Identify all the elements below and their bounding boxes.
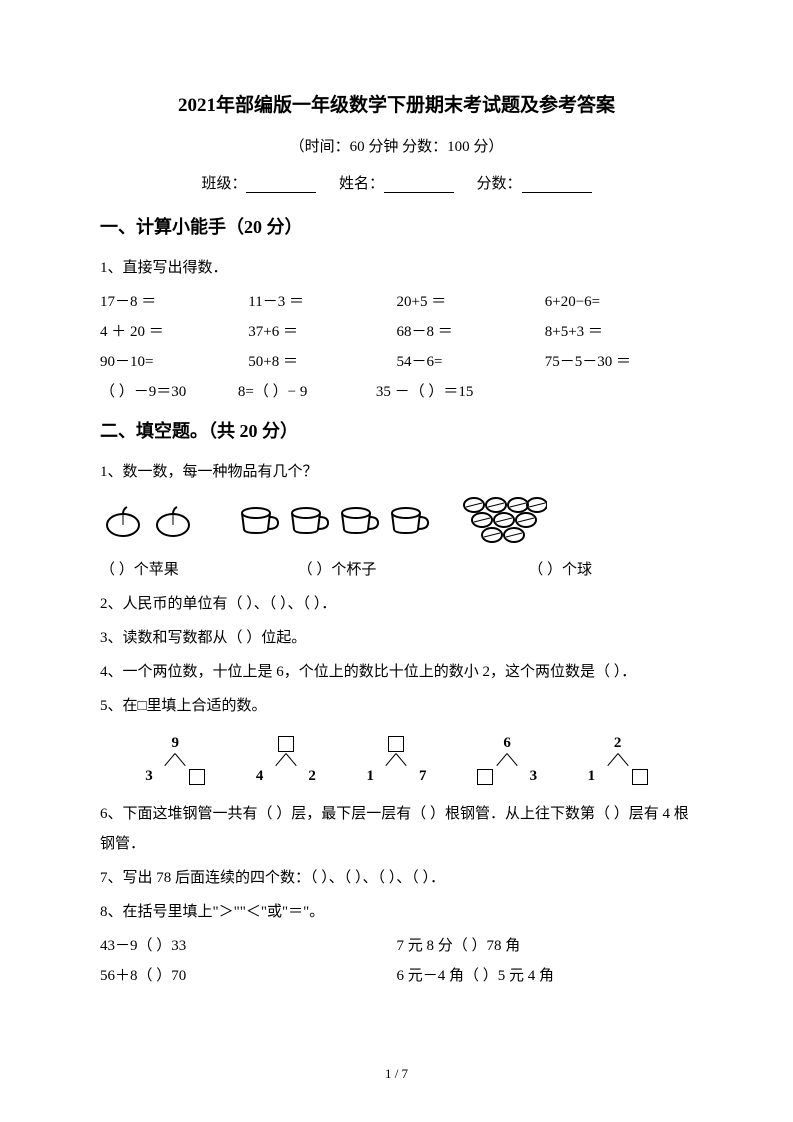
tree-diagrams: 9 3 4 2 1 7 6 3 2 1 [100,735,693,785]
s2-q8: 8、在括号里填上"＞""＜"或"＝"。 [100,897,693,927]
tree-left: 1 [588,768,596,785]
tree-top [278,735,294,752]
apple-icon [103,503,143,538]
s2-q7: 7、写出 78 后面连续的四个数：（ ）、（ ）、（ ）、（ ）． [100,863,693,893]
compare-row: 56＋8（ ）70 6 元－4 角（ ）5 元 4 角 [100,961,693,991]
calc-cell: 68－8 ＝ [397,317,545,347]
tree-left: 1 [366,768,374,785]
tree-right [189,768,205,785]
tree-right [632,768,648,785]
cup-count-label: （ ）个杯子 [298,558,529,579]
count-images-row [100,495,693,550]
s2-q4: 4、一个两位数，十位上是 6，个位上的数比十位上的数小 2，这个两位数是（ ）． [100,657,693,687]
cup-icon [388,503,430,538]
tree-top: 9 [172,735,180,752]
name-label: 姓名： [339,176,384,192]
tree-3: 1 7 [366,735,426,785]
calc-row: 17－8 ＝ 11－3 ＝ 20+5 ＝ 6+20−6= [100,287,693,317]
s2-q1: 1、数一数，每一种物品有几个？ [100,457,693,487]
calc-row: 4 ＋ 20 ＝ 37+6 ＝ 68－8 ＝ 8+5+3 ＝ [100,317,693,347]
calc-cell: 35 －（ ）＝15 [376,377,555,407]
tree-top: 6 [503,735,511,752]
calc-cell [555,377,693,407]
calc-row: （ ）－9＝30 8=（ ）− 9 35 －（ ）＝15 [100,377,693,407]
cup-icon [288,503,330,538]
calc-cell: 11－3 ＝ [248,287,396,317]
calc-cell: 6+20−6= [545,287,693,317]
name-blank[interactable] [384,175,454,193]
compare-cell: 43－9（ ）33 [100,931,397,961]
tree-left [477,768,493,785]
calc-cell: 4 ＋ 20 ＝ [100,317,248,347]
calc-cell: 90－10= [100,347,248,377]
s2-q5: 5、在□里填上合适的数。 [100,691,693,721]
cups-group [236,503,432,543]
balls-icon [462,495,547,545]
tree-top [388,735,404,752]
page-number: 1 / 7 [385,1066,408,1082]
calc-row: 90－10= 50+8 ＝ 54－6= 75－5－30 ＝ [100,347,693,377]
score-label: 分数： [477,176,522,192]
tree-left: 4 [256,768,264,785]
tree-right: 2 [308,768,316,785]
exam-title: 2021年部编版一年级数学下册期末考试题及参考答案 [100,90,693,117]
tree-2: 4 2 [256,735,316,785]
calc-cell: 37+6 ＝ [248,317,396,347]
calc-cell: 8=（ ）− 9 [238,377,376,407]
tree-top: 2 [614,735,622,752]
class-label: 班级： [201,176,246,192]
section1-header: 一、计算小能手（20 分） [100,213,693,239]
apple-icon [153,503,193,538]
calc-cell: 54－6= [397,347,545,377]
apple-count-label: （ ）个苹果 [100,558,298,579]
s2-q6: 6、下面这堆钢管一共有（ ）层，最下层一层有（ ）根钢管．从上往下数第（ ）层有… [100,799,693,859]
tree-right: 3 [530,768,538,785]
calc-cell: 8+5+3 ＝ [545,317,693,347]
exam-subtitle: （时间：60 分钟 分数：100 分） [100,135,693,156]
tree-left: 3 [145,768,153,785]
section2-header: 二、填空题。（共 20 分） [100,417,693,443]
apples-group [100,503,196,543]
tree-5: 2 1 [588,735,648,785]
tree-right: 7 [419,768,427,785]
calc-cell: 20+5 ＝ [397,287,545,317]
calc-cell: 50+8 ＝ [248,347,396,377]
student-info-line: 班级： 姓名： 分数： [100,172,693,193]
count-labels-row: （ ）个苹果 （ ）个杯子 （ ）个球 [100,558,693,579]
calc-cell: 75－5－30 ＝ [545,347,693,377]
s2-q3: 3、读数和写数都从（ ）位起。 [100,623,693,653]
compare-cell: 56＋8（ ）70 [100,961,397,991]
q1-label: 1、直接写出得数． [100,253,693,283]
ball-count-label: （ ）个球 [528,558,693,579]
cup-icon [338,503,380,538]
calc-cell: （ ）－9＝30 [100,377,238,407]
tree-4: 6 3 [477,735,537,785]
score-blank[interactable] [522,175,592,193]
calc-cell: 17－8 ＝ [100,287,248,317]
tree-1: 9 3 [145,735,205,785]
compare-row: 43－9（ ）33 7 元 8 分（ ）78 角 [100,931,693,961]
balls-group [462,495,547,550]
compare-cell: 7 元 8 分（ ）78 角 [397,931,694,961]
class-blank[interactable] [246,175,316,193]
s2-q2: 2、人民币的单位有（ ）、（ ）、（ ）． [100,589,693,619]
cup-icon [238,503,280,538]
compare-cell: 6 元－4 角（ ）5 元 4 角 [397,961,694,991]
